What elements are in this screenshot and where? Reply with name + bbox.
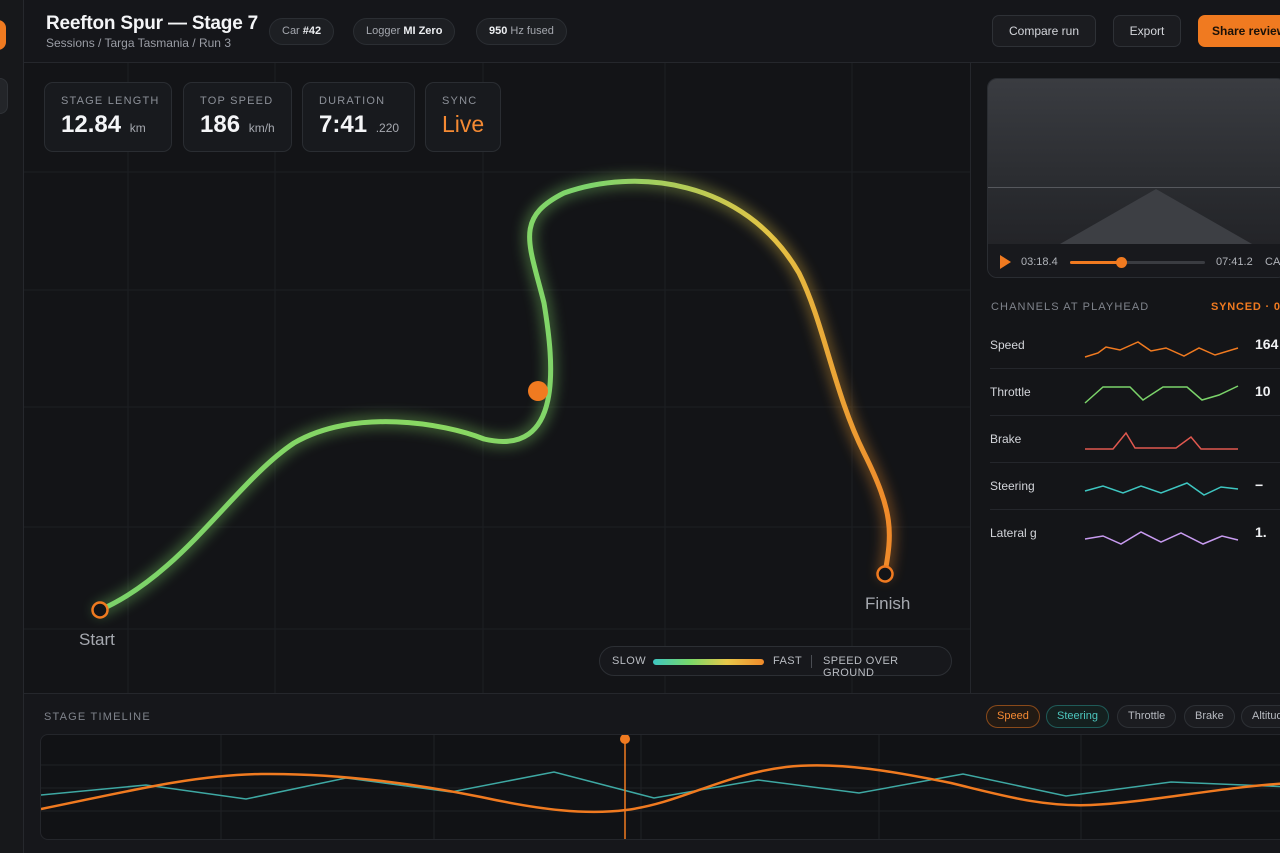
chip-prefix: Car xyxy=(282,25,303,37)
tab-throttle[interactable]: Throttle xyxy=(1117,705,1177,728)
rail-active-button[interactable] xyxy=(0,20,6,50)
speed-legend: SLOW FAST SPEED OVER GROUND xyxy=(599,646,952,679)
map-grid xyxy=(24,63,970,693)
stat-duration: DURATION 7:41 .220 xyxy=(302,82,415,152)
export-button[interactable]: Export xyxy=(1113,15,1181,47)
compare-run-button[interactable]: Compare run xyxy=(992,15,1096,47)
video-current-time: 03:18.4 xyxy=(1021,256,1058,268)
tab-brake[interactable]: Brake xyxy=(1184,705,1235,728)
stat-label: TOP SPEED xyxy=(200,95,274,107)
rail-button[interactable] xyxy=(0,78,8,114)
header: Reefton Spur — Stage 7 Sessions / Targa … xyxy=(24,0,1280,63)
channel-row-steering[interactable]: Steering − xyxy=(990,463,1280,510)
stat-value: 7:41 .220 xyxy=(319,111,414,139)
timeline-plot[interactable] xyxy=(40,734,1280,840)
hz-chip: 950 Hz fused xyxy=(476,18,567,45)
route-path xyxy=(97,178,892,613)
stat-unit: .220 xyxy=(375,121,400,135)
stat-number: 7:41 xyxy=(319,111,368,138)
video-progress xyxy=(1070,261,1122,264)
chip-prefix: Logger xyxy=(366,25,404,37)
stat-value: 12.84 km xyxy=(61,111,171,139)
chip-value: 950 xyxy=(489,25,508,37)
timeline-chart xyxy=(41,735,1280,839)
channel-name: Throttle xyxy=(990,385,1031,399)
finish-label: Finish xyxy=(865,594,911,613)
channel-value: 1. xyxy=(1255,524,1267,540)
breadcrumb[interactable]: Sessions / Targa Tasmania / Run 3 xyxy=(46,36,231,50)
stage-timeline: STAGE TIMELINE Speed Steering Throttle B… xyxy=(24,693,1280,853)
brake-sparkline xyxy=(1085,431,1238,450)
legend-divider xyxy=(811,655,812,668)
tab-speed[interactable]: Speed xyxy=(986,705,1040,728)
sync-status: Live xyxy=(442,111,485,137)
lateral-g-sparkline xyxy=(1084,531,1239,545)
logger-chip: Logger MI Zero xyxy=(353,18,456,45)
legend-slow: SLOW xyxy=(612,655,646,667)
speed-trace xyxy=(41,764,1280,814)
share-review-button[interactable]: Share review xyxy=(1198,15,1280,47)
finish-marker[interactable] xyxy=(876,565,894,583)
stat-number: 186 xyxy=(200,111,241,138)
channel-row-brake[interactable]: Brake xyxy=(990,416,1280,463)
channel-value: 10 xyxy=(1255,383,1271,399)
speed-sparkline xyxy=(1084,341,1239,358)
route-map[interactable]: STAGE LENGTH 12.84 km TOP SPEED 186 km/h… xyxy=(24,63,971,693)
stat-number: 12.84 xyxy=(61,111,122,138)
onboard-video[interactable]: 03:18.4 07:41.2 CAM xyxy=(987,78,1280,278)
car-chip: Car #42 xyxy=(269,18,335,45)
legend-fast: FAST xyxy=(773,655,803,667)
playhead-marker[interactable] xyxy=(528,381,548,401)
stat-sync: SYNC Live xyxy=(425,82,501,152)
video-road xyxy=(1060,189,1252,244)
camera-label[interactable]: CAM xyxy=(1265,256,1280,268)
stat-unit: km xyxy=(129,121,146,135)
video-scrub-handle[interactable] xyxy=(1116,257,1128,268)
channel-row-throttle[interactable]: Throttle 10 xyxy=(990,369,1280,416)
timeline-playhead-handle[interactable] xyxy=(620,735,630,744)
left-rail xyxy=(0,0,24,853)
route-glow xyxy=(93,174,897,617)
stat-label: SYNC xyxy=(442,95,478,107)
start-marker[interactable] xyxy=(91,601,109,619)
legend-metric: SPEED OVER GROUND xyxy=(823,655,899,679)
chip-value: #42 xyxy=(302,25,322,37)
channel-value: 164 xyxy=(1255,336,1279,352)
chip-value: MI Zero xyxy=(403,25,443,37)
steering-sparkline xyxy=(1084,482,1239,496)
throttle-sparkline xyxy=(1084,385,1239,404)
stat-value: 186 km/h xyxy=(200,111,291,139)
video-controls: 03:18.4 07:41.2 CAM xyxy=(988,244,1280,277)
play-icon[interactable] xyxy=(1000,255,1011,269)
steering-trace xyxy=(41,771,1280,800)
timeline-label: STAGE TIMELINE xyxy=(44,711,151,723)
channel-name: Steering xyxy=(990,479,1035,493)
tab-steering[interactable]: Steering xyxy=(1046,705,1109,728)
stat-top-speed: TOP SPEED 186 km/h xyxy=(183,82,292,152)
stat-label: STAGE LENGTH xyxy=(61,95,160,107)
channel-name: Speed xyxy=(990,338,1025,352)
stat-label: DURATION xyxy=(319,95,386,107)
synced-badge: SYNCED · 03 xyxy=(1211,301,1280,313)
channel-row-speed[interactable]: Speed 164 xyxy=(990,322,1280,369)
channel-name: Lateral g xyxy=(990,526,1037,540)
stat-stage-length: STAGE LENGTH 12.84 km xyxy=(44,82,172,152)
page-title: Reefton Spur — Stage 7 xyxy=(46,13,259,34)
video-total-time: 07:41.2 xyxy=(1216,256,1253,268)
video-horizon xyxy=(988,187,1280,188)
chip-suffix: Hz fused xyxy=(507,25,554,37)
stat-unit: km/h xyxy=(248,121,275,135)
tab-altitude[interactable]: Altitude xyxy=(1241,705,1280,728)
channel-row-lateral-g[interactable]: Lateral g 1. xyxy=(990,510,1280,557)
video-scrubber[interactable] xyxy=(1070,257,1205,268)
start-label: Start xyxy=(79,630,115,649)
legend-gradient xyxy=(653,659,764,665)
channels-heading: CHANNELS AT PLAYHEAD xyxy=(991,301,1150,313)
video-frame[interactable] xyxy=(988,79,1280,244)
channel-value: − xyxy=(1255,477,1264,493)
channel-name: Brake xyxy=(990,432,1022,446)
